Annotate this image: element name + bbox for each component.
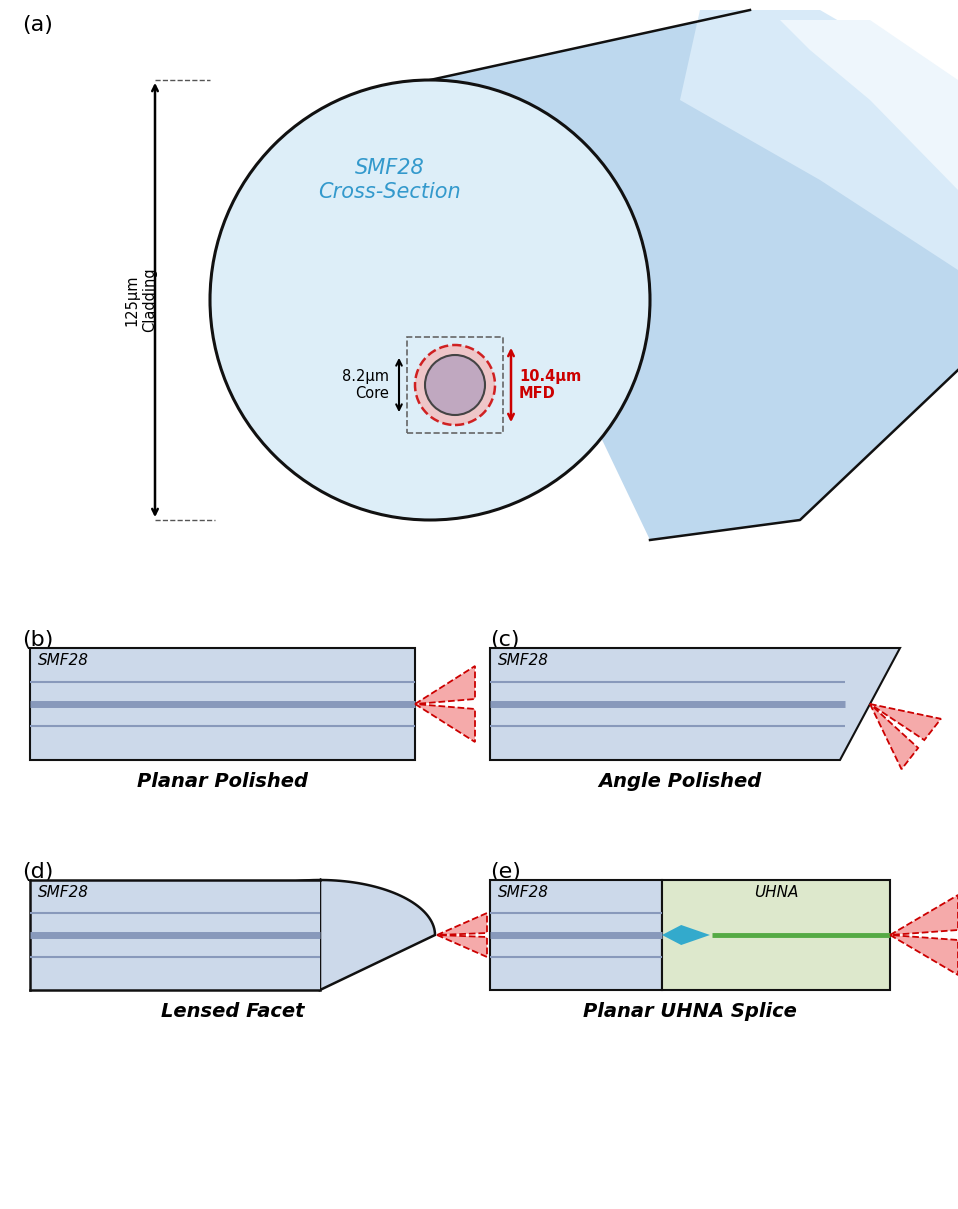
Text: SMF28: SMF28: [38, 885, 89, 899]
Bar: [30, 648, 415, 760]
Polygon shape: [662, 925, 710, 945]
Text: SMF28: SMF28: [498, 885, 549, 899]
Text: SMF28: SMF28: [38, 653, 89, 669]
Text: SMF28
Cross-Section: SMF28 Cross-Section: [319, 158, 462, 202]
Bar: [490, 880, 662, 990]
Polygon shape: [870, 704, 941, 740]
Bar: [662, 880, 890, 990]
Polygon shape: [437, 913, 487, 935]
Text: Planar UHNA Splice: Planar UHNA Splice: [583, 1002, 797, 1020]
Bar: [30, 880, 320, 990]
Text: 8.2μm
Core: 8.2μm Core: [342, 369, 389, 401]
Polygon shape: [415, 666, 475, 704]
Polygon shape: [890, 935, 958, 974]
Polygon shape: [680, 10, 958, 270]
Text: 125μm
Cladding: 125μm Cladding: [125, 267, 157, 332]
Text: Angle Polished: Angle Polished: [599, 773, 762, 791]
Polygon shape: [870, 704, 918, 769]
Polygon shape: [415, 704, 475, 742]
Polygon shape: [430, 10, 958, 540]
Text: 10.4μm
MFD: 10.4μm MFD: [519, 369, 582, 401]
Text: SMF28: SMF28: [498, 653, 549, 669]
Polygon shape: [780, 21, 958, 190]
Text: (a): (a): [22, 15, 53, 35]
Text: (d): (d): [22, 862, 54, 883]
Text: (b): (b): [22, 630, 54, 650]
Text: Lensed Facet: Lensed Facet: [161, 1002, 305, 1020]
Text: (c): (c): [490, 630, 519, 650]
Circle shape: [210, 80, 650, 520]
Polygon shape: [205, 880, 435, 990]
Polygon shape: [437, 935, 487, 958]
Text: UHNA: UHNA: [754, 885, 798, 899]
Text: (e): (e): [490, 862, 521, 883]
Circle shape: [415, 345, 495, 426]
Text: Planar Polished: Planar Polished: [137, 773, 308, 791]
Polygon shape: [890, 895, 958, 935]
Bar: [407, 337, 503, 433]
Circle shape: [425, 355, 485, 415]
Polygon shape: [490, 648, 900, 760]
